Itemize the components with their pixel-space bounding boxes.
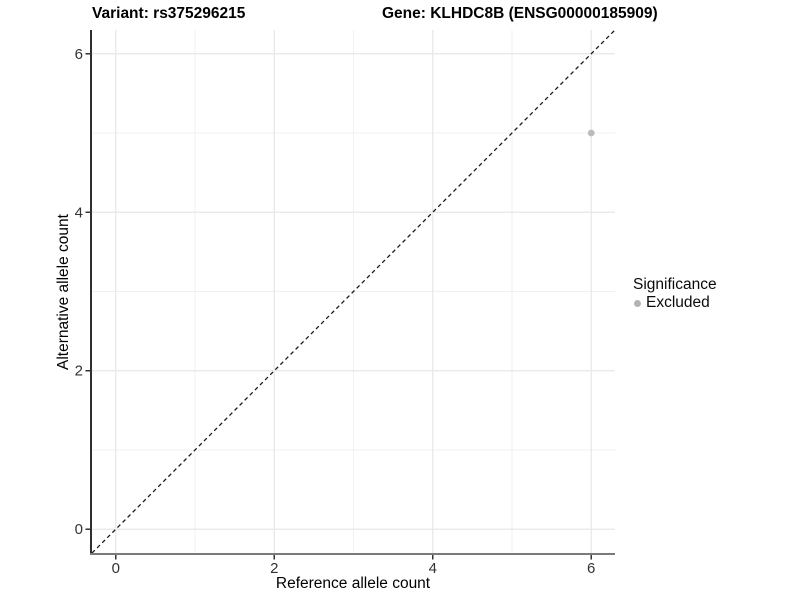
legend: Significance Excluded xyxy=(633,276,717,312)
plot-title-variant: Variant: rs375296215 xyxy=(92,5,246,22)
legend-item-excluded: Excluded xyxy=(633,294,717,312)
x-tick-label: 2 xyxy=(270,560,278,577)
x-tick-label: 0 xyxy=(112,560,120,577)
legend-item-label: Excluded xyxy=(646,294,710,311)
y-tick-label: 4 xyxy=(75,204,83,221)
y-tick-label: 6 xyxy=(75,46,83,63)
legend-marker-circle-icon xyxy=(634,299,641,307)
data-point-excluded xyxy=(587,129,595,137)
legend-title: Significance xyxy=(633,276,717,293)
x-tick-label: 4 xyxy=(429,560,437,577)
y-tick-label: 2 xyxy=(75,363,83,380)
identity-reference-line xyxy=(91,29,616,554)
x-tick-label: 6 xyxy=(587,560,595,577)
y-tick-label: 0 xyxy=(75,521,83,538)
x-axis-title: Reference allele count xyxy=(275,575,431,592)
plot-title-gene: Gene: KLHDC8B (ENSG00000185909) xyxy=(382,5,658,22)
y-axis-title: Alternative allele count xyxy=(55,214,72,370)
